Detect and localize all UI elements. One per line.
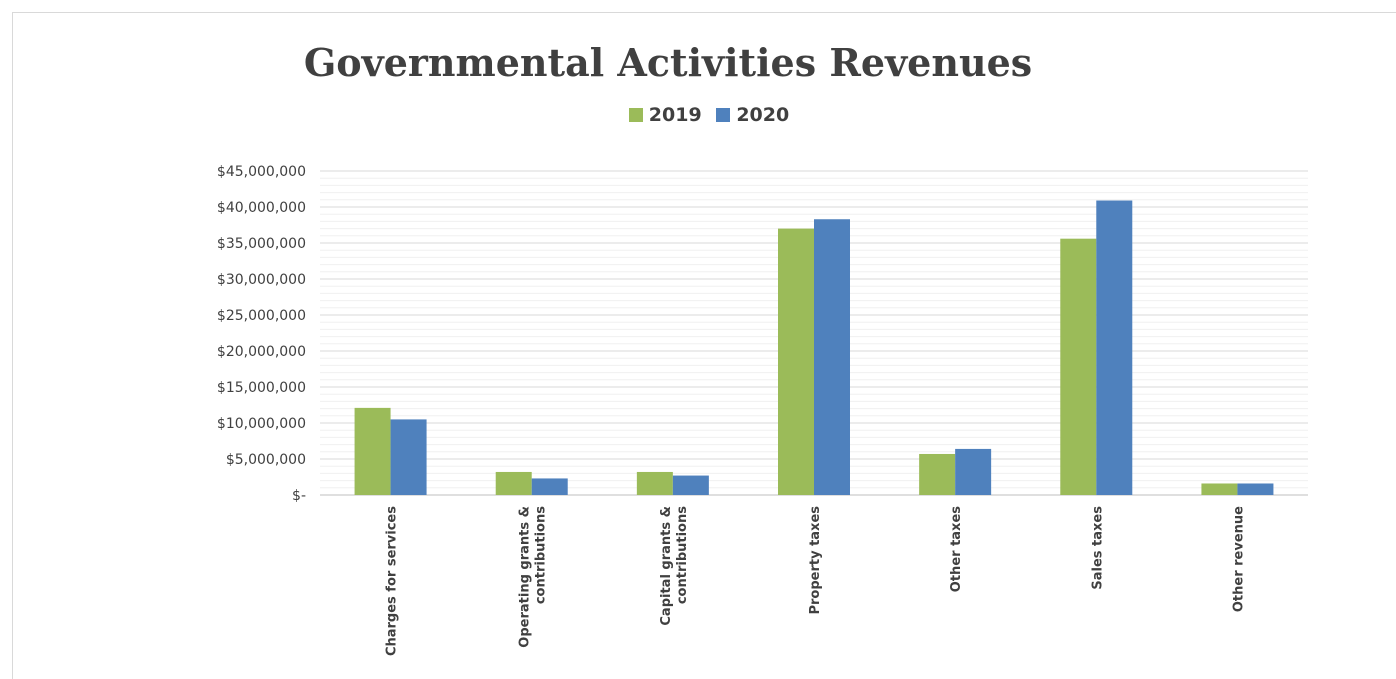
- legend-swatch-2020: [716, 108, 731, 122]
- y-tick-label: $-: [292, 488, 306, 504]
- legend-label-2019: 2019: [648, 104, 702, 126]
- x-category-label: Operating grants &: [518, 506, 533, 648]
- bar-2020: [1096, 200, 1133, 495]
- bar-2019: [778, 228, 814, 495]
- y-tick-label: $10,000,000: [217, 416, 306, 432]
- x-category-label: Sales taxes: [1090, 506, 1105, 590]
- bar-2020: [672, 475, 709, 495]
- x-category-label: contributions: [675, 506, 690, 604]
- bar-2019: [1201, 483, 1238, 495]
- bar-2019: [495, 471, 532, 495]
- bar-2020: [955, 448, 992, 495]
- legend-label-2020: 2020: [736, 104, 790, 126]
- x-category-label: Other taxes: [949, 506, 964, 592]
- y-tick-label: $25,000,000: [217, 308, 306, 324]
- x-category-label: Other revenue: [1231, 506, 1246, 612]
- bar-2020: [390, 419, 427, 495]
- bar-2020: [531, 478, 568, 495]
- legend-swatch-2019: [628, 108, 643, 122]
- chart-frame: [12, 12, 1396, 679]
- x-category-label: Capital grants &: [659, 506, 674, 626]
- y-tick-label: $5,000,000: [226, 452, 306, 468]
- bar-2019: [636, 471, 673, 495]
- chart-title: Governmental Activities Revenues: [303, 40, 1033, 85]
- bar-2019: [354, 407, 391, 495]
- bar-2020: [1237, 483, 1274, 495]
- y-tick-label: $45,000,000: [217, 164, 306, 180]
- x-category-label: Charges for services: [385, 506, 400, 656]
- y-tick-label: $20,000,000: [217, 344, 306, 360]
- x-category-label: contributions: [534, 506, 549, 604]
- legend-item-2020: 2020: [716, 104, 789, 126]
- bar-2019: [1060, 238, 1097, 495]
- y-tick-label: $30,000,000: [217, 272, 306, 288]
- legend-item-2019: 2019: [628, 104, 702, 126]
- y-tick-label: $40,000,000: [217, 200, 306, 216]
- y-tick-label: $35,000,000: [217, 236, 306, 252]
- x-category-label: Property taxes: [808, 506, 823, 615]
- bar-2020: [814, 219, 850, 496]
- y-tick-label: $15,000,000: [217, 380, 306, 396]
- chart-legend: 2019 2020: [0, 104, 1396, 126]
- bar-2019: [919, 453, 956, 495]
